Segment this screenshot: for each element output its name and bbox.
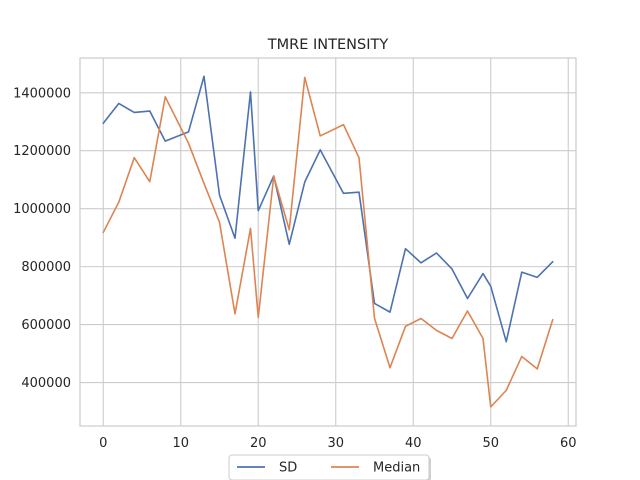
legend: SD Median xyxy=(228,454,431,480)
legend-label-sd: SD xyxy=(279,461,297,476)
series-line-sd xyxy=(102,75,554,343)
axes-background xyxy=(80,58,576,426)
x-tick-label: 50 xyxy=(482,436,499,451)
y-tick-label: 800000 xyxy=(21,260,71,275)
series-line-median xyxy=(102,76,554,408)
x-tick-label: 20 xyxy=(250,436,267,451)
plot-area: 0 10 20 30 40 50 60 400000 600000 800000 1000000 12… xyxy=(13,57,577,451)
y-tick-label: 600000 xyxy=(21,318,71,333)
x-tick-label: 10 xyxy=(172,436,189,451)
legend-box xyxy=(228,454,430,480)
y-tick-label: 1400000 xyxy=(13,86,71,101)
axes-frame xyxy=(79,57,577,427)
x-tick-label: 60 xyxy=(560,436,577,451)
x-tick-label: 30 xyxy=(327,436,344,451)
x-tick-label: 0 xyxy=(99,436,107,451)
y-tick-label: 1200000 xyxy=(13,144,71,159)
x-tick-label: 40 xyxy=(405,436,422,451)
y-tick-label: 400000 xyxy=(21,376,71,391)
legend-label-median: Median xyxy=(373,461,420,476)
y-tick-label: 1000000 xyxy=(13,202,71,217)
chart-title: TMRE INTENSITY xyxy=(267,37,389,53)
